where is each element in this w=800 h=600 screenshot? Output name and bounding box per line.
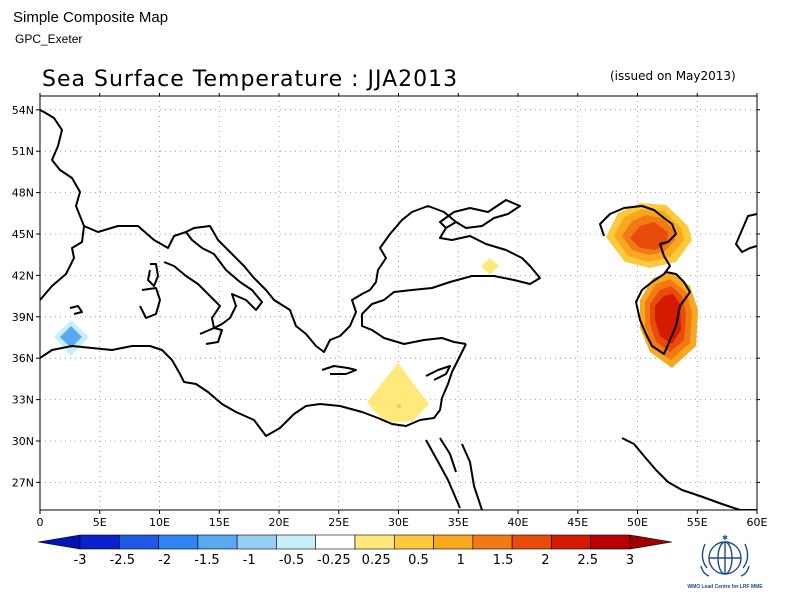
legend-swatch	[315, 534, 356, 550]
coast-western-europe	[40, 109, 85, 301]
x-tick-label: 0	[37, 516, 44, 529]
legend-label: 0.25	[362, 553, 391, 568]
x-tick-label: 25E	[328, 516, 349, 529]
coast-caspian	[599, 205, 691, 355]
coast-italy-north	[83, 225, 263, 329]
legend-arrow-high	[629, 534, 673, 550]
x-axis: 0 5E 10E 15E 20E 25E 30E 35E 40E 45E 50E 55E 60E	[37, 93, 768, 529]
legend-label: -1	[243, 553, 256, 568]
legend-swatch	[118, 534, 159, 550]
legend-label: 2	[541, 553, 549, 568]
legend-swatch	[472, 534, 513, 550]
y-tick-label: 45N	[12, 228, 34, 241]
coast-turkey-north	[361, 205, 541, 345]
x-tick-label: 60E	[747, 516, 768, 529]
island-sardinia	[139, 287, 161, 319]
island-cyprus	[425, 365, 451, 381]
y-tick-label: 48N	[12, 187, 34, 200]
y-tick-label: 54N	[12, 104, 34, 117]
x-tick-label: 50E	[627, 516, 648, 529]
legend-swatch	[511, 534, 552, 550]
legend-label: -0.25	[317, 553, 351, 568]
coast-north-africa	[40, 345, 421, 437]
legend-label: 1.5	[493, 553, 514, 568]
y-tick-label: 42N	[12, 269, 34, 282]
legend-swatch	[197, 534, 238, 550]
warm-anomaly-blacksea	[481, 258, 499, 275]
legend-swatch	[158, 534, 199, 550]
color-legend: -3 -2.5 -2 -1.5 -1 -0.5 -0.25 0.25 0.5 1 1.5 2 2.5 3	[37, 534, 673, 568]
svg-text:✱: ✱	[722, 534, 728, 542]
island-sicily	[199, 327, 223, 345]
legend-swatch	[551, 534, 592, 550]
x-tick-label: 45E	[567, 516, 588, 529]
issued-label: (issued on May2013)	[610, 69, 736, 83]
y-tick-label: 33N	[12, 394, 34, 407]
warm-anomaly-levant-core	[397, 404, 401, 408]
x-tick-label: 35E	[448, 516, 469, 529]
coast-persian-gulf	[621, 437, 757, 510]
coast-levant	[419, 343, 467, 421]
wmo-logo: ✱	[685, 530, 765, 598]
coastlines	[40, 109, 757, 510]
y-tick-label: 30N	[12, 435, 34, 448]
legend-swatch	[276, 534, 317, 550]
island-corsica	[147, 263, 159, 287]
map-gridlines	[40, 96, 757, 510]
legend-arrow-low	[37, 534, 81, 550]
coast-red-sea	[425, 437, 483, 510]
app-subtitle: GPC_Exeter	[15, 32, 83, 46]
legend-swatch	[433, 534, 474, 550]
x-tick-label: 30E	[388, 516, 409, 529]
island-crete	[321, 365, 357, 375]
wmo-caption: WMO Lead Centre for LRF MME	[687, 584, 763, 590]
y-tick-label: 27N	[12, 476, 34, 489]
app-title: Simple Composite Map	[13, 9, 169, 26]
map-title: Sea Surface Temperature : JJA2013	[42, 67, 459, 92]
cold-anomaly-inner	[60, 326, 82, 348]
legend-label: -2.5	[110, 553, 135, 568]
warm-anomaly-levant	[367, 363, 429, 423]
legend-label: -2	[158, 553, 171, 568]
legend-label: 3	[626, 553, 634, 568]
x-tick-label: 15E	[209, 516, 230, 529]
x-tick-label: 10E	[149, 516, 170, 529]
legend-label: 2.5	[577, 553, 598, 568]
anomaly-shading	[54, 203, 698, 423]
legend-swatch	[590, 534, 631, 550]
wmo-emblem-icon: ✱	[700, 534, 750, 577]
legend-label: 1	[457, 553, 465, 568]
legend-label: -1.5	[194, 553, 219, 568]
x-tick-label: 20E	[269, 516, 290, 529]
legend-swatch	[236, 534, 277, 550]
legend-swatch	[79, 534, 120, 550]
coast-east	[735, 213, 757, 253]
x-tick-label: 40E	[508, 516, 529, 529]
y-axis: 54N 51N 48N 45N 42N 39N 36N 33N 30N 27N	[12, 104, 760, 489]
legend-label: -0.5	[279, 553, 304, 568]
coast-crimea	[439, 199, 521, 229]
legend-label: -3	[74, 553, 87, 568]
x-tick-label: 5E	[93, 516, 107, 529]
coast-adriatic-balkans	[185, 225, 371, 353]
legend-label: 0.5	[408, 553, 429, 568]
y-tick-label: 39N	[12, 311, 34, 324]
island-balearic	[69, 305, 83, 315]
legend-swatch	[393, 534, 434, 550]
y-tick-label: 36N	[12, 352, 34, 365]
y-tick-label: 51N	[12, 145, 34, 158]
legend-swatch	[354, 534, 395, 550]
x-tick-label: 55E	[687, 516, 708, 529]
warm-anomaly-caspian-north-4	[630, 222, 668, 250]
